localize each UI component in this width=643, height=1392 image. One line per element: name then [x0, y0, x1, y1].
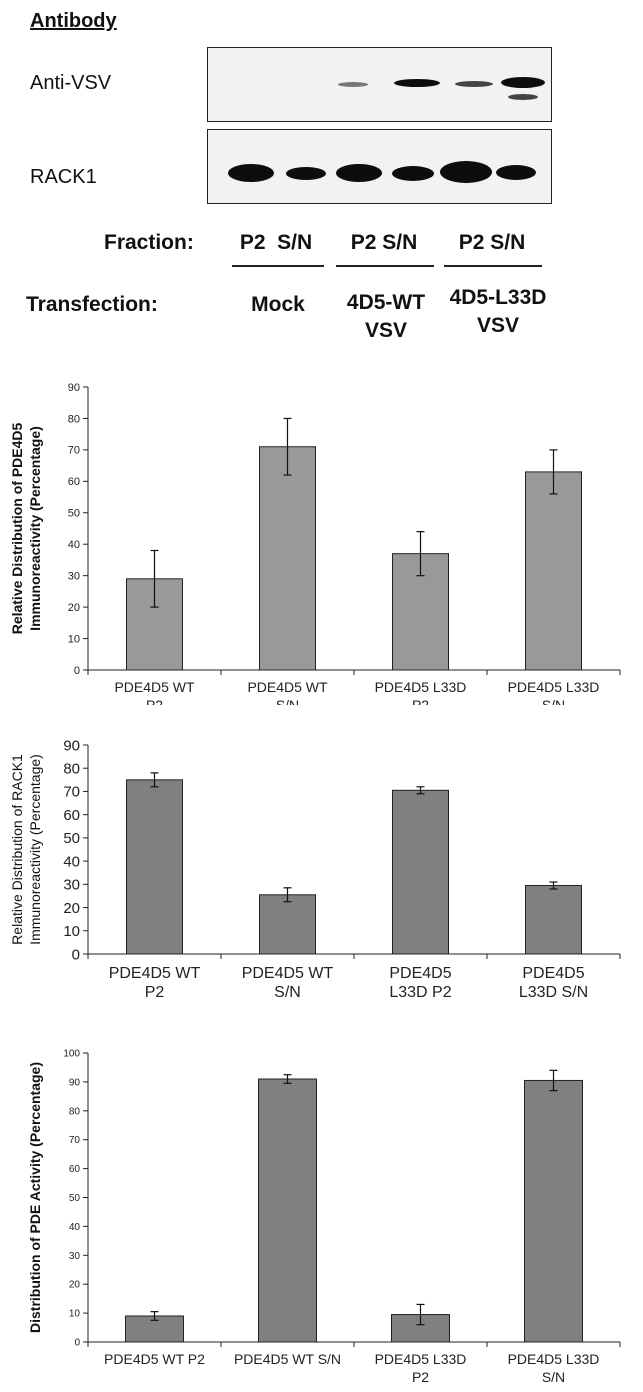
y-axis-label: Immunoreactivity (Percentage) — [27, 426, 43, 631]
fraction-mock: P2 S/N — [239, 231, 313, 254]
y-tick-label: 10 — [68, 633, 80, 645]
rack1-band-wt-p2 — [336, 164, 382, 182]
y-tick-label: 70 — [68, 445, 80, 457]
fraction-underline-mock — [232, 265, 324, 267]
rack1-band-wt-sn — [392, 166, 434, 181]
vsv-band-wt-p2 — [338, 82, 368, 87]
y-tick-label: 70 — [69, 1135, 81, 1146]
x-category-label: P2 — [145, 984, 165, 1001]
y-tick-label: 10 — [63, 923, 80, 940]
y-tick-label: 30 — [68, 571, 80, 583]
x-category-label: S/N — [542, 697, 565, 705]
y-tick-label: 50 — [68, 508, 80, 520]
bar — [259, 894, 316, 955]
y-axis-label: Distribution of PDE Activity (Percentage… — [27, 1062, 43, 1333]
rack1-band-l33d-sn — [496, 165, 536, 180]
vsv-band-l33d-sn-lower — [508, 94, 538, 100]
x-category-label: S/N — [276, 697, 299, 705]
anti-vsv-blot-image — [207, 47, 552, 122]
vsv-band-l33d-p2 — [455, 81, 493, 87]
y-tick-label: 60 — [63, 807, 80, 824]
x-category-label: PDE4D5 WT — [242, 965, 334, 982]
y-tick-label: 50 — [63, 830, 80, 847]
x-category-label: S/N — [274, 984, 301, 1001]
y-tick-label: 0 — [72, 946, 80, 963]
y-tick-label: 50 — [69, 1193, 81, 1204]
bar — [392, 789, 449, 955]
fraction-label: Fraction: — [104, 231, 194, 254]
transfection-wt-line2: VSV — [364, 319, 408, 342]
y-tick-label: 40 — [68, 539, 80, 551]
bar — [126, 779, 183, 955]
vsv-band-l33d-sn-upper — [501, 77, 545, 88]
rack1-band-l33d-p2 — [440, 161, 492, 183]
x-category-label: PDE4D5 WT P2 — [104, 1351, 205, 1367]
transfection-wt-line1: 4D5-WT — [346, 291, 426, 314]
bar — [524, 1079, 583, 1343]
bar — [258, 1078, 317, 1343]
bar — [259, 446, 316, 671]
x-category-label: PDE4D5 — [522, 965, 584, 982]
antibody-heading: Antibody — [30, 10, 117, 32]
y-tick-label: 0 — [74, 665, 80, 677]
y-tick-label: 40 — [69, 1222, 81, 1233]
rack1-blot-image — [207, 129, 552, 204]
x-category-label: PDE4D5 — [389, 965, 451, 982]
y-axis-label: Relative Distribution of RACK1 — [9, 754, 25, 945]
y-tick-label: 20 — [68, 602, 80, 614]
pde4d5-distribution-chart: 0 10 20 30 40 50 60 70 80 90 PDE4D5 WT P2 PDE4D5 WT S… — [9, 382, 621, 705]
anti-vsv-label: Anti-VSV — [30, 72, 112, 94]
y-tick-label: 90 — [69, 1077, 81, 1088]
x-category-label: L33D S/N — [519, 984, 588, 1001]
rack1-distribution-chart: 0 10 20 30 40 50 60 70 80 90 PDE4D5 WT P2 PDE4D5 WT S… — [9, 737, 621, 1001]
transfection-l33d-line2: VSV — [476, 314, 520, 337]
pde-activity-chart: 0 10 20 30 40 50 60 70 80 90 100 PDE4D5 WT P2 PDE4D5… — [27, 1049, 621, 1385]
y-axis-label: Immunoreactivity (Percentage) — [27, 754, 43, 945]
rack1-band-mock-p2 — [228, 164, 274, 182]
y-tick-label: 70 — [63, 784, 80, 801]
y-tick-label: 80 — [68, 413, 80, 425]
transfection-label: Transfection: — [26, 293, 158, 316]
x-category-label: S/N — [542, 1369, 565, 1385]
x-category-label: P2 — [412, 697, 429, 705]
y-tick-label: 90 — [63, 737, 80, 754]
fraction-wt: P2 S/N — [350, 231, 418, 254]
x-category-label: PDE4D5 L33D — [375, 679, 467, 695]
x-category-label: PDE4D5 L33D — [508, 679, 600, 695]
transfection-l33d-line1: 4D5-L33D — [449, 286, 547, 309]
fraction-underline-wt — [336, 265, 434, 267]
vsv-band-wt-sn — [394, 79, 440, 87]
y-tick-label: 80 — [63, 760, 80, 777]
y-tick-label: 20 — [63, 900, 80, 917]
x-category-label: P2 — [412, 1369, 429, 1385]
y-tick-label: 0 — [74, 1338, 80, 1349]
x-category-label: PDE4D5 WT — [109, 965, 201, 982]
y-tick-label: 100 — [63, 1049, 80, 1060]
x-category-label: P2 — [146, 697, 163, 705]
y-tick-label: 60 — [69, 1164, 81, 1175]
rack1-label: RACK1 — [30, 166, 97, 188]
y-tick-label: 60 — [68, 476, 80, 488]
x-category-label: PDE4D5 WT — [114, 679, 195, 695]
y-axis-label: Relative Distribution of PDE4D5 — [9, 422, 25, 634]
transfection-mock: Mock — [251, 293, 305, 316]
bar — [525, 884, 582, 955]
y-tick-label: 90 — [68, 382, 80, 394]
x-category-label: PDE4D5 WT — [247, 679, 328, 695]
y-tick-label: 30 — [63, 877, 80, 894]
fraction-underline-l33d — [444, 265, 542, 267]
y-tick-label: 10 — [69, 1309, 81, 1320]
rack1-band-mock-sn — [286, 167, 326, 180]
y-tick-label: 20 — [69, 1280, 81, 1291]
x-category-label: PDE4D5 L33D — [375, 1351, 467, 1367]
bar — [525, 471, 582, 671]
y-tick-label: 80 — [69, 1106, 81, 1117]
x-category-label: PDE4D5 L33D — [508, 1351, 600, 1367]
y-tick-label: 40 — [63, 853, 80, 870]
x-category-label: L33D P2 — [389, 984, 451, 1001]
x-category-label: PDE4D5 WT S/N — [234, 1351, 341, 1367]
fraction-l33d: P2 S/N — [458, 231, 526, 254]
y-tick-label: 30 — [69, 1251, 81, 1262]
